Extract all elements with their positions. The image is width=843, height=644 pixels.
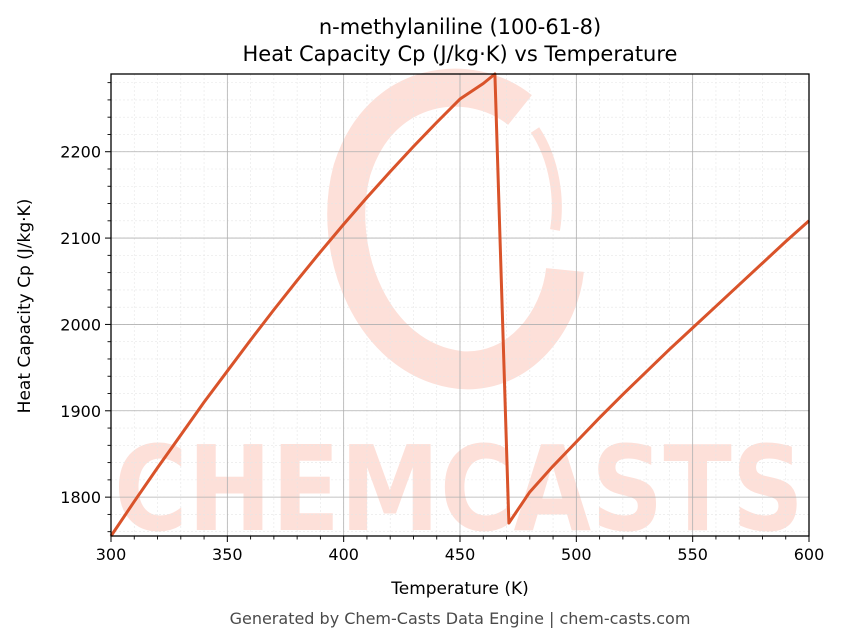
chart-title-line1: n-methylaniline (100-61-8)	[319, 15, 601, 39]
x-tick-label: 600	[794, 545, 825, 564]
y-tick-label: 2000	[60, 315, 101, 334]
x-tick-label: 400	[328, 545, 359, 564]
chemcasts-watermark: CHEMCASTS	[114, 68, 804, 558]
x-tick-label: 450	[445, 545, 476, 564]
y-tick-label: 2200	[60, 143, 101, 162]
y-tick-label: 1900	[60, 402, 101, 421]
major-grid	[110, 74, 810, 536]
y-axis-label: Heat Capacity Cp (J/kg·K)	[15, 199, 35, 414]
x-axis-label: Temperature (K)	[390, 579, 529, 599]
watermark-logo-swirl	[327, 68, 584, 390]
x-tick-label: 350	[212, 545, 243, 564]
footer-credit: Generated by Chem-Casts Data Engine | ch…	[230, 609, 691, 628]
y-tick-label: 2100	[60, 229, 101, 248]
series-layer	[109, 72, 810, 537]
chart-title-line2: Heat Capacity Cp (J/kg·K) vs Temperature	[243, 42, 678, 66]
x-tick-label: 550	[677, 545, 708, 564]
watermark-text: CHEMCASTS	[114, 420, 804, 558]
x-tick-label: 300	[96, 545, 127, 564]
series-line	[109, 72, 810, 537]
x-axis: 300 350 400 450 500 550 600	[96, 536, 825, 564]
y-axis: 1800 1900 2000 2100 2200	[60, 82, 111, 533]
x-tick-label: 500	[561, 545, 592, 564]
y-tick-label: 1800	[60, 488, 101, 507]
